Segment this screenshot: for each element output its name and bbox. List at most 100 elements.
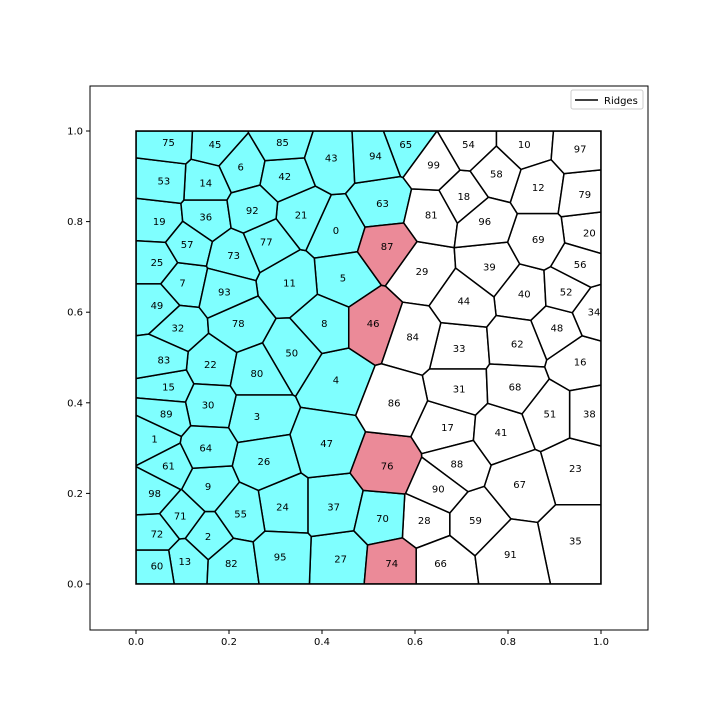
cell-label-69: 69 bbox=[532, 235, 545, 246]
voronoi-cell-99 bbox=[402, 131, 461, 191]
unit-square-boundary bbox=[135, 130, 602, 585]
cell-label-91: 91 bbox=[504, 550, 517, 561]
cell-label-11: 11 bbox=[283, 278, 296, 289]
cell-label-78: 78 bbox=[232, 319, 245, 330]
cell-label-45: 45 bbox=[209, 140, 222, 151]
cell-label-37: 37 bbox=[327, 502, 340, 513]
cell-labels: 0123456789101112131415161718192021222324… bbox=[148, 138, 600, 573]
cell-label-31: 31 bbox=[453, 385, 466, 396]
voronoi-cell-91 bbox=[474, 518, 552, 584]
cell-label-26: 26 bbox=[258, 457, 271, 468]
cell-label-53: 53 bbox=[158, 176, 171, 187]
cell-label-89: 89 bbox=[160, 410, 173, 421]
voronoi-cell-86 bbox=[354, 362, 429, 438]
cell-label-29: 29 bbox=[416, 267, 429, 278]
voronoi-cell-90 bbox=[404, 456, 469, 514]
cell-label-30: 30 bbox=[202, 401, 215, 412]
cell-label-95: 95 bbox=[274, 552, 287, 563]
cell-label-70: 70 bbox=[376, 514, 389, 525]
cell-label-62: 62 bbox=[511, 339, 524, 350]
cell-label-77: 77 bbox=[260, 237, 273, 248]
cell-label-63: 63 bbox=[376, 199, 389, 210]
voronoi-cell-67 bbox=[483, 448, 557, 524]
cell-label-44: 44 bbox=[457, 296, 470, 307]
x-tick-label: 0.4 bbox=[314, 637, 330, 648]
cell-label-85: 85 bbox=[276, 138, 289, 149]
x-tick-label: 0.2 bbox=[221, 637, 237, 648]
cell-label-55: 55 bbox=[234, 509, 247, 520]
cell-label-75: 75 bbox=[162, 138, 175, 149]
voronoi-cell-75 bbox=[136, 131, 194, 165]
cell-label-7: 7 bbox=[179, 278, 185, 289]
cell-label-0: 0 bbox=[333, 226, 339, 237]
cell-label-76: 76 bbox=[381, 462, 394, 473]
cell-label-4: 4 bbox=[333, 376, 339, 387]
cell-label-25: 25 bbox=[151, 258, 164, 269]
cell-label-80: 80 bbox=[251, 369, 264, 380]
cell-label-28: 28 bbox=[418, 516, 431, 527]
cell-label-64: 64 bbox=[199, 444, 212, 455]
cell-label-52: 52 bbox=[560, 287, 573, 298]
cell-label-5: 5 bbox=[340, 274, 346, 285]
y-tick-label: 0.2 bbox=[67, 489, 83, 500]
x-tick-label: 0.6 bbox=[407, 637, 423, 648]
cell-label-98: 98 bbox=[148, 489, 161, 500]
cell-label-6: 6 bbox=[237, 163, 243, 174]
voronoi-cell-95 bbox=[252, 530, 312, 584]
cell-label-94: 94 bbox=[369, 151, 382, 162]
cell-label-39: 39 bbox=[483, 262, 496, 273]
cell-label-99: 99 bbox=[427, 160, 440, 171]
x-tick-label: 0.8 bbox=[500, 637, 516, 648]
cell-label-23: 23 bbox=[569, 464, 582, 475]
cell-label-1: 1 bbox=[151, 435, 157, 446]
y-tick-label: 0.4 bbox=[67, 398, 83, 409]
cell-label-56: 56 bbox=[574, 260, 587, 271]
cell-label-35: 35 bbox=[569, 536, 582, 547]
cell-label-38: 38 bbox=[583, 410, 596, 421]
voronoi-cell-85 bbox=[247, 131, 314, 162]
cell-label-8: 8 bbox=[321, 319, 327, 330]
cell-label-42: 42 bbox=[278, 172, 291, 183]
legend: Ridges bbox=[570, 89, 644, 110]
cell-label-10: 10 bbox=[518, 140, 531, 151]
voronoi-cell-72 bbox=[136, 512, 181, 551]
cell-label-81: 81 bbox=[425, 210, 438, 221]
cell-label-24: 24 bbox=[276, 502, 289, 513]
voronoi-cell-60 bbox=[136, 549, 175, 584]
cell-label-67: 67 bbox=[513, 480, 526, 491]
cell-label-60: 60 bbox=[151, 561, 164, 572]
voronoi-cell-94 bbox=[351, 131, 402, 184]
cell-label-73: 73 bbox=[227, 251, 240, 262]
voronoi-cell-96 bbox=[453, 196, 518, 249]
cell-label-68: 68 bbox=[509, 382, 522, 393]
y-tick-label: 0.6 bbox=[67, 308, 83, 319]
cell-label-82: 82 bbox=[225, 559, 238, 570]
cell-label-34: 34 bbox=[588, 308, 601, 319]
cell-label-36: 36 bbox=[199, 213, 212, 224]
cell-label-96: 96 bbox=[478, 217, 491, 228]
voronoi-cells bbox=[136, 131, 601, 584]
cell-label-16: 16 bbox=[574, 358, 587, 369]
cell-label-50: 50 bbox=[285, 348, 298, 359]
cell-label-27: 27 bbox=[334, 555, 347, 566]
cell-label-90: 90 bbox=[432, 484, 445, 495]
voronoi-cell-83 bbox=[136, 333, 189, 380]
cell-label-14: 14 bbox=[199, 179, 212, 190]
cell-label-9: 9 bbox=[205, 482, 211, 493]
voronoi-cell-68 bbox=[485, 363, 550, 415]
cell-label-83: 83 bbox=[158, 355, 171, 366]
cell-label-71: 71 bbox=[174, 512, 187, 523]
cell-label-19: 19 bbox=[153, 217, 166, 228]
cell-label-72: 72 bbox=[151, 530, 164, 541]
legend-label: Ridges bbox=[604, 96, 638, 107]
cell-label-92: 92 bbox=[246, 206, 259, 217]
cell-label-3: 3 bbox=[254, 412, 260, 423]
cell-label-20: 20 bbox=[583, 228, 596, 239]
x-tick-label: 1.0 bbox=[593, 637, 609, 648]
voronoi-cell-56 bbox=[549, 242, 601, 289]
cell-label-13: 13 bbox=[178, 557, 191, 568]
cell-label-40: 40 bbox=[518, 290, 531, 301]
cell-label-12: 12 bbox=[532, 183, 545, 194]
cell-label-57: 57 bbox=[181, 240, 194, 251]
cell-label-59: 59 bbox=[469, 516, 482, 527]
